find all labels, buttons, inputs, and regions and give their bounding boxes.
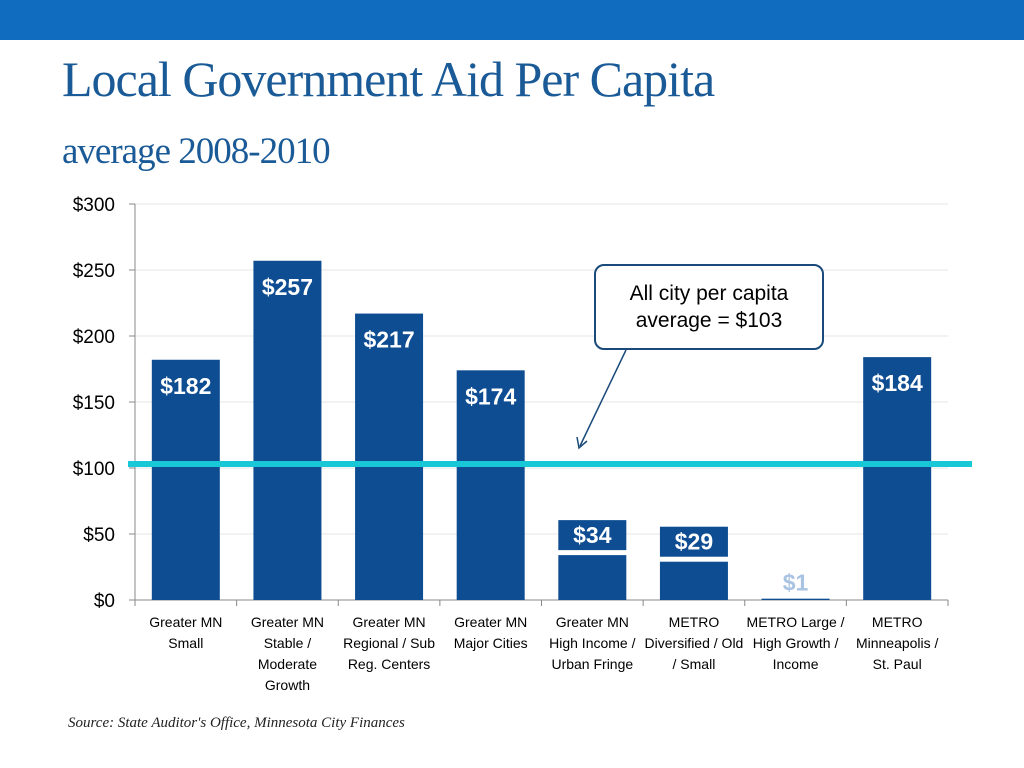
y-tick-label: $300 (73, 195, 115, 216)
bar (761, 598, 830, 600)
bar (863, 357, 932, 600)
y-tick-label: $100 (73, 459, 115, 480)
page-title: Local Government Aid Per Capita (62, 51, 715, 107)
bar (456, 370, 525, 600)
x-tick-label: Greater MN Small (149, 614, 223, 651)
bar (253, 260, 322, 600)
y-tick-label: $50 (83, 525, 115, 546)
header-bar (0, 0, 1024, 40)
bar (355, 313, 424, 600)
x-tick-label: Greater MN Major Cities (453, 614, 528, 651)
x-tick-label: Greater MN High Income / Urban Fringe (549, 614, 636, 672)
data-label: $257 (262, 274, 313, 300)
page-subtitle: average 2008-2010 (62, 131, 331, 172)
source-note: Source: State Auditor's Office, Minnesot… (68, 715, 405, 731)
data-label: $184 (872, 370, 923, 396)
x-tick-label: METRO Diversified / Old / Small (644, 614, 744, 672)
y-tick-label: $250 (73, 261, 115, 282)
callout-arrowhead (576, 436, 588, 450)
data-label: $174 (465, 383, 516, 409)
y-tick-label: $150 (73, 393, 115, 414)
data-label: $34 (573, 522, 612, 548)
y-tick-label: $0 (94, 591, 115, 612)
y-tick-label: $200 (73, 327, 115, 348)
data-label-background (558, 520, 627, 551)
bar (558, 555, 627, 600)
x-tick-label: METRO Large / High Growth / Income (746, 614, 845, 672)
data-label-background (761, 567, 830, 598)
data-label: $182 (160, 373, 211, 399)
data-label: $1 (783, 570, 809, 596)
data-label: $29 (675, 529, 713, 555)
x-tick-label: Greater MN Stable / Moderate Growth (250, 614, 324, 693)
callout-text: All city per capita average = $103 (629, 281, 789, 332)
callout-arrow (579, 349, 627, 447)
bar (659, 561, 728, 600)
bar (151, 359, 220, 600)
data-label: $217 (363, 327, 414, 353)
x-tick-label: Greater MN Regional / Sub Reg. Centers (343, 614, 435, 672)
x-tick-label: METRO Minneapolis / St. Paul (855, 614, 939, 672)
data-label-background (659, 526, 728, 557)
average-callout: All city per capita average = $103 (594, 264, 824, 350)
